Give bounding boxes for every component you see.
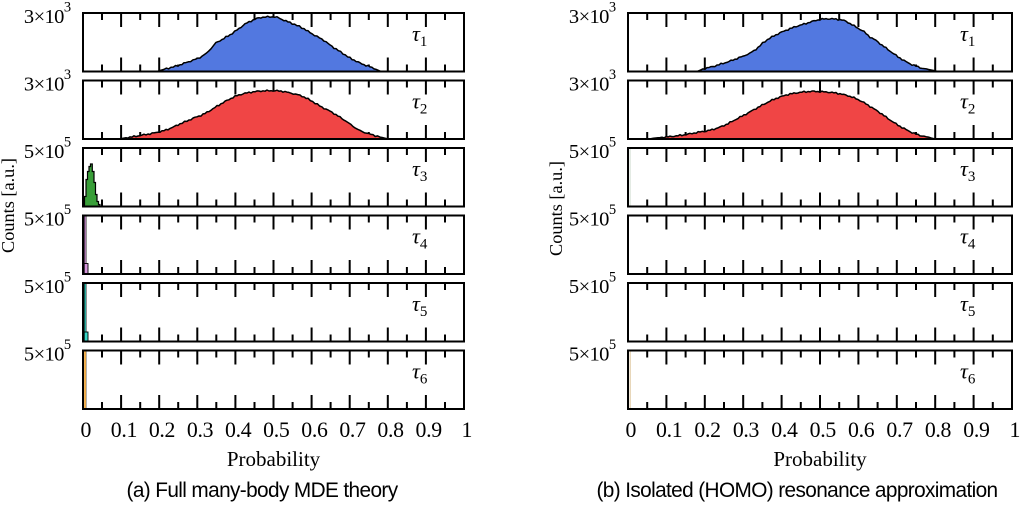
svg-text:1: 1 — [1009, 418, 1020, 442]
svg-text:Probability: Probability — [227, 447, 321, 471]
svg-text:(a) Full many-body MDE theory: (a) Full many-body MDE theory — [127, 479, 399, 502]
svg-text:0.4: 0.4 — [771, 418, 798, 442]
svg-text:0.5: 0.5 — [810, 418, 837, 442]
svg-text:0.2: 0.2 — [694, 418, 720, 442]
svg-text:0.1: 0.1 — [111, 418, 137, 442]
svg-text:0.3: 0.3 — [733, 418, 760, 442]
svg-text:0.9: 0.9 — [963, 418, 989, 442]
svg-text:0.6: 0.6 — [301, 418, 328, 442]
svg-text:0.6: 0.6 — [848, 418, 875, 442]
svg-text:Counts [a.u.]: Counts [a.u.] — [0, 158, 18, 253]
svg-text:0.8: 0.8 — [377, 418, 404, 442]
svg-text:0.9: 0.9 — [416, 418, 442, 442]
svg-text:(b) Isolated (HOMO) resonance: (b) Isolated (HOMO) resonance approximat… — [596, 479, 997, 502]
svg-text:0.7: 0.7 — [886, 418, 913, 442]
svg-text:0.5: 0.5 — [263, 418, 290, 442]
svg-text:0.8: 0.8 — [925, 418, 952, 442]
svg-text:0.4: 0.4 — [225, 418, 252, 442]
svg-text:0.3: 0.3 — [187, 418, 214, 442]
svg-text:0.2: 0.2 — [149, 418, 175, 442]
svg-text:1: 1 — [461, 418, 472, 442]
svg-text:0: 0 — [625, 418, 636, 442]
svg-text:0.1: 0.1 — [656, 418, 682, 442]
svg-text:Probability: Probability — [773, 447, 867, 471]
svg-text:0.7: 0.7 — [339, 418, 366, 442]
svg-text:Counts [a.u.]: Counts [a.u.] — [546, 161, 566, 256]
svg-text:0: 0 — [80, 418, 91, 442]
